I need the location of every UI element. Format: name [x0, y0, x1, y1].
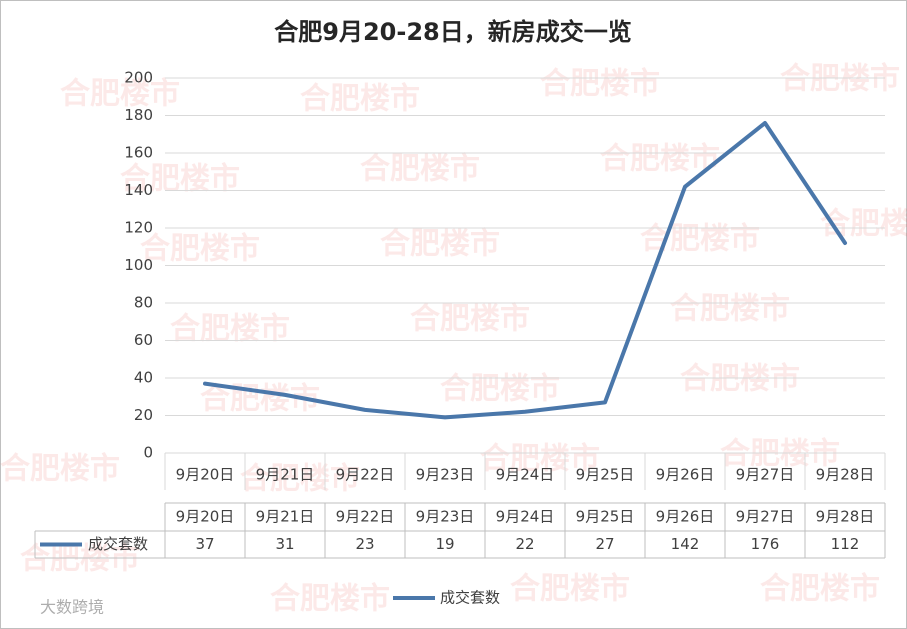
y-tick-label: 0 [143, 444, 153, 462]
table-value: 31 [275, 535, 294, 553]
legend-label: 成交套数 [440, 589, 500, 607]
watermark: 合肥楼市 [510, 572, 630, 607]
table-header: 9月28日 [816, 508, 875, 526]
watermark: 合肥楼市 [140, 232, 260, 267]
x-tick-label: 9月22日 [336, 466, 395, 484]
watermark: 合肥楼市 [360, 152, 480, 187]
watermark: 合肥楼市 [240, 462, 360, 497]
table-value: 37 [195, 535, 214, 553]
table-value: 112 [831, 535, 860, 553]
y-tick-label: 200 [124, 69, 153, 87]
watermark: 合肥楼市 [480, 442, 600, 477]
table-series-name: 成交套数 [88, 535, 148, 553]
table-value: 23 [355, 535, 374, 553]
table-value: 27 [595, 535, 614, 553]
watermark: 合肥楼市 [720, 437, 840, 472]
watermark: 合肥楼市 [170, 312, 290, 347]
x-tick-label: 9月24日 [496, 466, 555, 484]
y-tick-label: 100 [124, 256, 153, 274]
watermark: 合肥楼市 [270, 582, 390, 617]
table-value: 176 [751, 535, 780, 553]
table-header: 9月21日 [256, 508, 315, 526]
y-tick-label: 120 [124, 219, 153, 237]
watermark: 合肥楼市 [410, 302, 530, 337]
watermark: 合肥楼市 [680, 362, 800, 397]
table-header: 9月23日 [416, 508, 475, 526]
table-value: 19 [435, 535, 454, 553]
x-tick-label: 9月26日 [656, 466, 715, 484]
line-series [203, 121, 847, 420]
watermark: 合肥楼市 [670, 292, 790, 327]
table-header: 9月20日 [176, 508, 235, 526]
x-tick-label: 9月28日 [816, 466, 875, 484]
y-tick-label: 140 [124, 181, 153, 199]
y-tick-label: 160 [124, 144, 153, 162]
table-header: 9月22日 [336, 508, 395, 526]
table-header: 9月24日 [496, 508, 555, 526]
x-tick-label: 9月23日 [416, 466, 475, 484]
watermark: 大数跨境 [40, 598, 104, 617]
x-tick-label: 9月25日 [576, 466, 635, 484]
watermark: 合肥楼市 [300, 82, 420, 117]
y-tick-label: 80 [134, 294, 153, 312]
y-tick-label: 40 [134, 369, 153, 387]
y-tick-label: 20 [134, 406, 153, 424]
x-tick-label: 9月27日 [736, 466, 795, 484]
chart-title: 合肥9月20-28日，新房成交一览 [274, 18, 631, 46]
watermark: 合肥楼市 [380, 227, 500, 262]
watermark: 合肥楼市 [440, 372, 560, 407]
table-header: 9月27日 [736, 508, 795, 526]
table-header: 9月25日 [576, 508, 635, 526]
watermark: 合肥楼市 [60, 77, 180, 112]
watermark: 合肥楼市 [540, 67, 660, 102]
table-value: 22 [515, 535, 534, 553]
watermark: 合肥楼市 [760, 572, 880, 607]
watermark: 合肥楼市 [600, 142, 720, 177]
y-tick-label: 180 [124, 106, 153, 124]
table-value: 142 [671, 535, 700, 553]
x-tick-label: 9月20日 [176, 466, 235, 484]
watermark: 合肥楼市 [640, 222, 760, 257]
table-header: 9月26日 [656, 508, 715, 526]
watermark: 合肥楼市 [780, 62, 900, 97]
watermark: 合肥楼市 [0, 452, 120, 487]
watermark: 合肥楼市 [20, 542, 140, 577]
x-tick-label: 9月21日 [256, 466, 315, 484]
y-tick-label: 60 [134, 331, 153, 349]
